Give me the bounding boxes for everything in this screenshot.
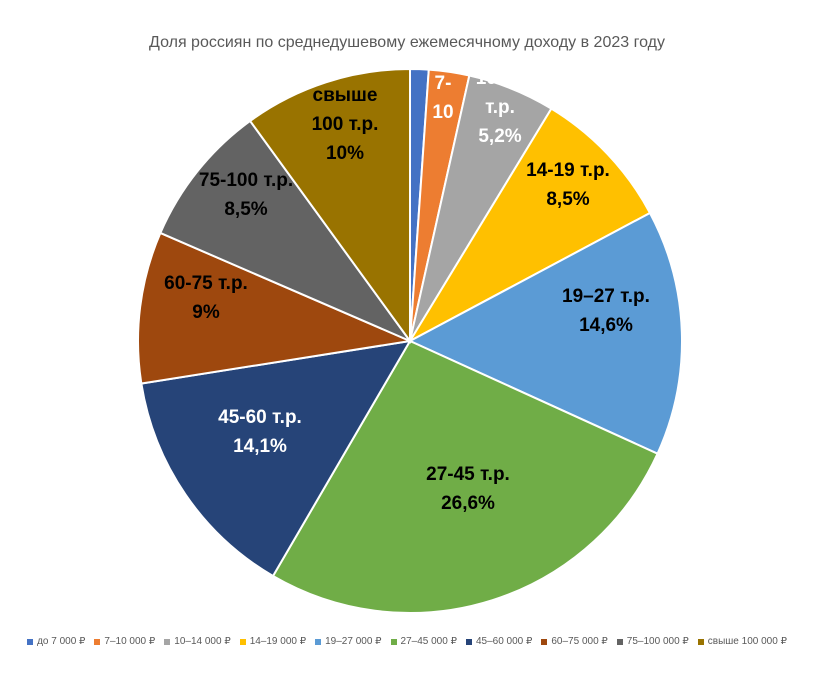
legend-item: 10–14 000 ₽ <box>164 636 231 647</box>
legend-swatch <box>315 638 322 645</box>
legend-swatch <box>94 638 101 645</box>
pie-slice <box>407 107 652 344</box>
legend-item: свыше 100 000 ₽ <box>697 636 787 647</box>
legend-item: до 7 000 ₽ <box>27 636 85 647</box>
legend-item: 60–75 000 ₽ <box>541 636 608 647</box>
legend-item: 45–60 000 ₽ <box>465 636 533 647</box>
legend-swatch <box>697 638 704 645</box>
pie-slice <box>140 339 412 578</box>
chart-legend: до 7 000 ₽ 7–10 000 ₽ 10–14 000 ₽ 14–19 000… <box>0 636 814 647</box>
slice-data-label: 14-19 т.р. 8,5% <box>526 160 610 210</box>
legend-label: 7–10 000 ₽ <box>104 636 156 647</box>
legend-label: свыше 100 000 ₽ <box>707 636 787 647</box>
chart-title: Доля россиян по среднедушевому ежемесячн… <box>149 34 665 51</box>
legend-swatch <box>164 638 171 645</box>
legend-label: 14–19 000 ₽ <box>249 636 307 647</box>
pie-slice <box>407 211 683 456</box>
legend-swatch <box>27 638 34 645</box>
slice-data-label: 10-14 т.р. 5,2% <box>476 68 525 147</box>
legend-label: 45–60 000 ₽ <box>475 636 533 647</box>
legend-swatch <box>541 638 548 645</box>
slice-data-label: 7-10 <box>432 73 453 123</box>
legend-label: 19–27 000 ₽ <box>325 636 382 647</box>
slice-data-label: 45-60 т.р. 14,1% <box>218 407 302 457</box>
pie-slice <box>159 119 413 344</box>
slice-data-label: 19–27 т.р. 14,6% <box>562 286 650 336</box>
slice-data-label: свыше 100 т.р. 10% <box>312 85 379 164</box>
legend-label: 60–75 000 ₽ <box>551 636 608 647</box>
legend-label: 10–14 000 ₽ <box>174 636 231 647</box>
slice-data-label: 27-45 т.р. 26,6% <box>426 464 510 514</box>
legend-item: 7–10 000 ₽ <box>94 636 155 647</box>
legend-label: 75–100 000 ₽ <box>626 636 689 647</box>
slice-data-label: 75-100 т.р. 8,5% <box>199 170 293 220</box>
pie-plot-area: 7-10 10-14 т.р. 5,2%14-19 т.р. 8,5% 19–27 т.р… <box>137 67 683 614</box>
slice-data-label: 60-75 т.р. 9% <box>164 273 248 323</box>
legend-item: 27–45 000 ₽ <box>390 636 457 647</box>
legend-swatch <box>465 638 472 645</box>
pie-slice <box>271 339 659 614</box>
pie-slice <box>248 67 411 345</box>
legend-swatch <box>390 638 397 645</box>
legend-label: до 7 000 ₽ <box>37 636 86 647</box>
legend-item: 75–100 000 ₽ <box>616 636 689 647</box>
legend-swatch <box>616 638 623 645</box>
legend-label: 27–45 000 ₽ <box>400 636 457 647</box>
pie-slice <box>137 231 414 385</box>
legend-item: 19–27 000 ₽ <box>315 636 382 647</box>
legend-item: 14–19 000 ₽ <box>239 636 307 647</box>
legend-swatch <box>239 638 246 645</box>
